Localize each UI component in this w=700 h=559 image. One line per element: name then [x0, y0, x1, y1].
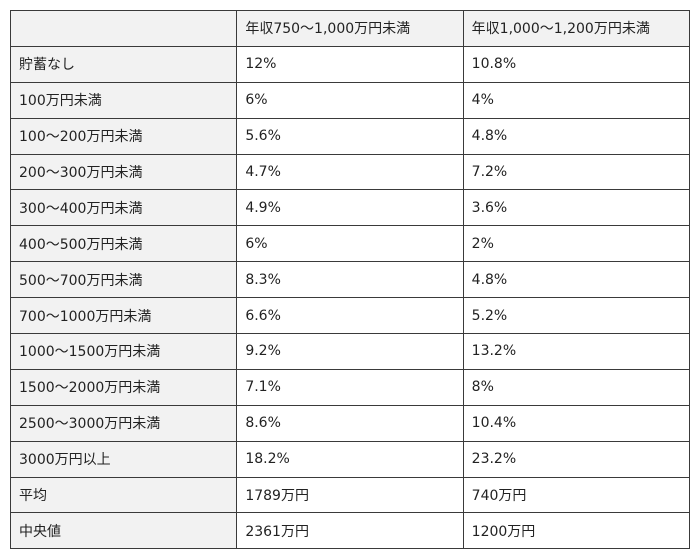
- table-cell: 4.8%: [462, 117, 691, 155]
- table-cell: 10.4%: [462, 404, 691, 442]
- table-row: 2500〜3000万円未満 8.6% 10.4%: [9, 404, 691, 442]
- table-row: 500〜700万円未満 8.3% 4.8%: [9, 261, 691, 299]
- table-cell: 1789万円: [236, 476, 464, 514]
- table-cell: 7.2%: [462, 153, 691, 191]
- table-cell: 6.6%: [236, 297, 464, 335]
- table-row: 3000万円以上 18.2% 23.2%: [9, 440, 691, 478]
- row-header: 1000〜1500万円未満: [9, 333, 238, 370]
- row-header: 200〜300万円未満: [9, 153, 238, 191]
- column-header: 年収750〜1,000万円未満: [236, 10, 464, 47]
- data-table: 年収750〜1,000万円未満 年収1,000〜1,200万円未満 貯蓄なし 12%…: [9, 10, 691, 550]
- table-row: 400〜500万円未満 6% 2%: [9, 225, 691, 263]
- table-cell: 4.7%: [236, 153, 464, 191]
- corner-cell: [9, 10, 238, 47]
- table-row: 1000〜1500万円未満 9.2% 13.2%: [9, 333, 691, 370]
- table-cell: 6%: [236, 81, 464, 119]
- row-header: 貯蓄なし: [9, 45, 238, 83]
- row-header: 3000万円以上: [9, 440, 238, 478]
- table-cell: 8.3%: [236, 261, 464, 299]
- table-row: 100万円未満 6% 4%: [9, 81, 691, 119]
- table-cell: 4.8%: [462, 261, 691, 299]
- row-header: 2500〜3000万円未満: [9, 404, 238, 442]
- table-cell: 1200万円: [462, 512, 691, 550]
- table-cell: 2%: [462, 225, 691, 263]
- table-cell: 8.6%: [236, 404, 464, 442]
- table-cell: 5.6%: [236, 117, 464, 155]
- row-header: 400〜500万円未満: [9, 225, 238, 263]
- table-row: 300〜400万円未満 4.9% 3.6%: [9, 189, 691, 227]
- row-header: 平均: [9, 476, 238, 514]
- table-cell: 8%: [462, 368, 691, 406]
- table-row: 貯蓄なし 12% 10.8%: [9, 45, 691, 83]
- table-row: 100〜200万円未満 5.6% 4.8%: [9, 117, 691, 155]
- table-cell: 13.2%: [462, 333, 691, 370]
- header-row: 年収750〜1,000万円未満 年収1,000〜1,200万円未満: [9, 10, 691, 47]
- row-header: 500〜700万円未満: [9, 261, 238, 299]
- table-cell: 740万円: [462, 476, 691, 514]
- row-header: 100〜200万円未満: [9, 117, 238, 155]
- table-cell: 4.9%: [236, 189, 464, 227]
- row-header: 100万円未満: [9, 81, 238, 119]
- table-cell: 23.2%: [462, 440, 691, 478]
- row-header: 1500〜2000万円未満: [9, 368, 238, 406]
- row-header: 300〜400万円未満: [9, 189, 238, 227]
- table-body: 貯蓄なし 12% 10.8% 100万円未満 6% 4% 100〜200万円未満 5.6% 4.…: [9, 45, 691, 550]
- table-cell: 12%: [236, 45, 464, 83]
- table-cell: 6%: [236, 225, 464, 263]
- table-cell: 3.6%: [462, 189, 691, 227]
- table-cell: 9.2%: [236, 333, 464, 370]
- table-row: 中央値 2361万円 1200万円: [9, 512, 691, 550]
- column-header: 年収1,000〜1,200万円未満: [462, 10, 691, 47]
- table-cell: 4%: [462, 81, 691, 119]
- table-cell: 10.8%: [462, 45, 691, 83]
- table-cell: 2361万円: [236, 512, 464, 550]
- row-header: 中央値: [9, 512, 238, 550]
- table-row: 1500〜2000万円未満 7.1% 8%: [9, 368, 691, 406]
- table-cell: 7.1%: [236, 368, 464, 406]
- table-row: 200〜300万円未満 4.7% 7.2%: [9, 153, 691, 191]
- row-header: 700〜1000万円未満: [9, 297, 238, 335]
- table-cell: 5.2%: [462, 297, 691, 335]
- table-row: 700〜1000万円未満 6.6% 5.2%: [9, 297, 691, 335]
- table-cell: 18.2%: [236, 440, 464, 478]
- table-row: 平均 1789万円 740万円: [9, 476, 691, 514]
